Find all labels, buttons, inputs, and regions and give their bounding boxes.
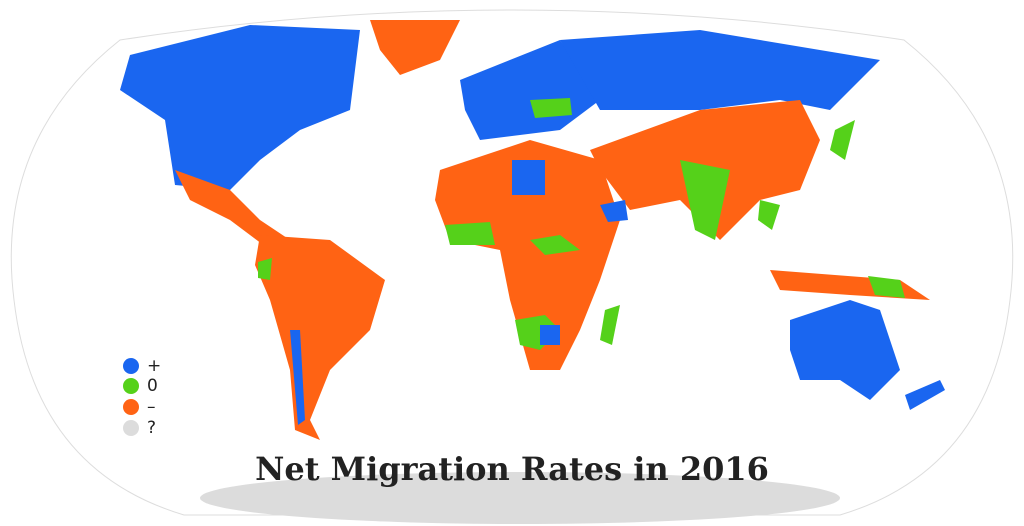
legend-swatch (123, 358, 139, 374)
zimbabwe (540, 325, 560, 345)
new-zealand (905, 380, 945, 410)
south-america (255, 235, 385, 440)
ukraine (530, 98, 572, 118)
central-america (175, 170, 290, 250)
legend-swatch (123, 399, 139, 415)
legend: + 0 – ? (123, 356, 161, 438)
libya (512, 160, 545, 195)
west-africa (445, 222, 495, 245)
regions (120, 20, 945, 524)
papua-new-guinea (868, 276, 905, 298)
central-africa (530, 235, 580, 255)
ecuador (258, 258, 272, 280)
legend-label: 0 (147, 376, 158, 396)
chile (290, 330, 305, 425)
russia (560, 30, 880, 110)
india (680, 160, 730, 240)
thailand (758, 200, 780, 230)
madagascar (600, 305, 620, 345)
legend-swatch (123, 420, 139, 436)
oman (600, 200, 628, 222)
legend-swatch (123, 378, 139, 394)
legend-label: ? (147, 418, 156, 438)
antarctica (200, 472, 840, 524)
japan (830, 120, 855, 160)
map-title: Net Migration Rates in 2016 (255, 450, 769, 488)
africa (435, 140, 620, 370)
legend-label: + (147, 356, 161, 376)
greenland (370, 20, 460, 75)
legend-label: – (147, 397, 156, 417)
north-america (120, 25, 360, 190)
australia (790, 300, 900, 400)
